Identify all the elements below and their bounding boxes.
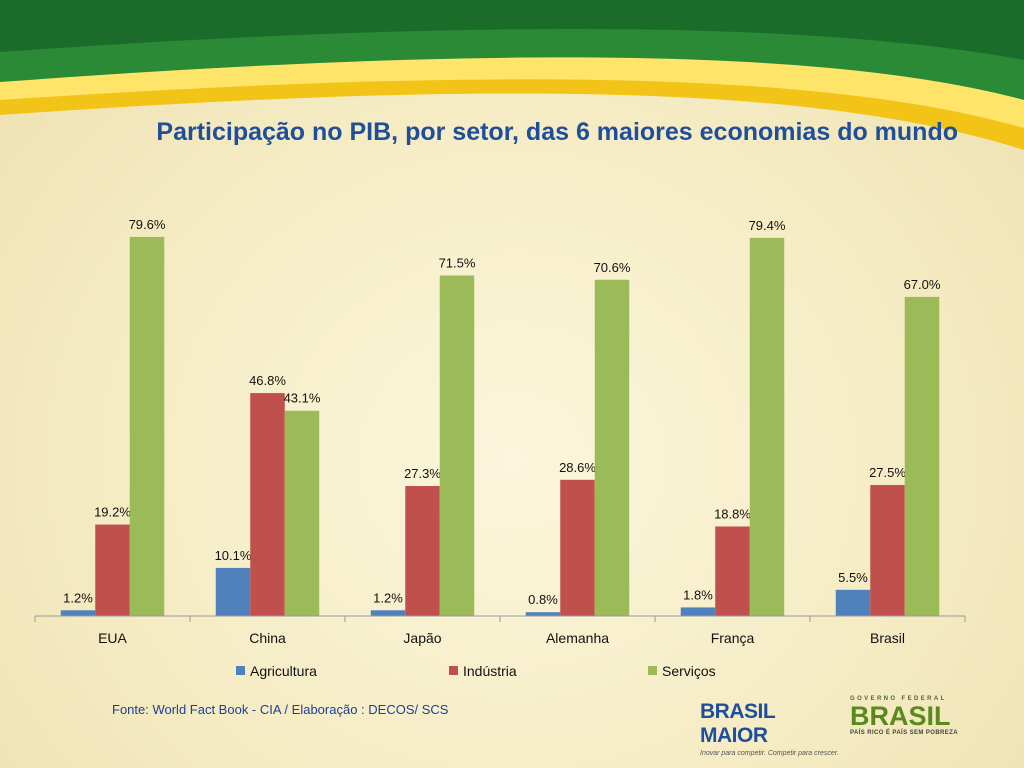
x-tick-label: China: [249, 630, 286, 646]
x-tick-label: Japão: [403, 630, 441, 646]
bar-eua-agricultura: [60, 610, 96, 616]
data-label: 46.8%: [249, 373, 286, 388]
data-label: 10.1%: [215, 548, 252, 563]
data-label: 1.2%: [373, 590, 403, 605]
bar-alemanha-agricultura: [525, 612, 561, 616]
bar-brasil-indústria: [870, 485, 905, 616]
data-label: 19.2%: [94, 505, 131, 520]
brasil-maior-wordmark: BRASIL MAIOR: [700, 700, 775, 747]
source-note: Fonte: World Fact Book - CIA / Elaboraçã…: [112, 702, 449, 717]
legend-label: Agricultura: [250, 663, 317, 679]
bar-chart: 1.2% 19.2% 79.6% EUA 10.1% 46.8% 43.1% China 1.2…: [34, 217, 966, 679]
bar-frança-indústria: [715, 526, 750, 616]
bar-japão-agricultura: [370, 610, 406, 616]
bar-frança-serviços: [749, 237, 785, 617]
governo-federal-logo: GOVERNO FEDERAL BRASIL PAÍS RICO É PAÍS …: [850, 696, 968, 742]
data-label: 5.5%: [838, 570, 868, 585]
bar-frança-agricultura: [680, 607, 716, 616]
bar-alemanha-indústria: [560, 479, 595, 616]
legend-swatch-indústria: [449, 666, 458, 675]
data-label: 1.2%: [63, 590, 93, 605]
data-label: 27.3%: [404, 466, 441, 481]
bar-brasil-agricultura: [835, 589, 871, 616]
data-label: 79.4%: [749, 218, 786, 233]
bar-brasil-serviços: [904, 296, 940, 616]
bar-japão-serviços: [439, 275, 475, 616]
x-tick-label: França: [711, 630, 755, 646]
bar-japão-indústria: [405, 485, 440, 616]
data-label: 28.6%: [559, 460, 596, 475]
brasil-wordmark: BRASIL: [850, 701, 951, 731]
data-label: 1.8%: [683, 587, 713, 602]
brasil-slogan: PAÍS RICO É PAÍS SEM POBREZA: [850, 730, 958, 736]
x-tick-label: Brasil: [870, 630, 905, 646]
data-label: 27.5%: [869, 465, 906, 480]
brasil-maior-slogan: Inovar para competir. Competir para cres…: [700, 750, 839, 757]
governo-federal-label: GOVERNO FEDERAL: [850, 696, 947, 702]
x-tick-label: EUA: [98, 630, 127, 646]
data-label: 71.5%: [439, 255, 476, 270]
header-banner: [0, 0, 1024, 150]
data-label: 18.8%: [714, 506, 751, 521]
bar-china-agricultura: [215, 567, 251, 616]
x-tick-label: Alemanha: [546, 630, 609, 646]
page-title: Participação no PIB, por setor, das 6 ma…: [156, 118, 958, 146]
data-label: 67.0%: [904, 277, 941, 292]
data-label: 43.1%: [284, 391, 321, 406]
legend-swatch-serviços: [648, 666, 657, 675]
brasil-maior-logo: BRASIL MAIOR Inovar para competir. Compe…: [700, 700, 840, 757]
data-label: 0.8%: [528, 592, 558, 607]
data-label: 79.6%: [129, 217, 166, 232]
bar-eua-serviços: [129, 236, 165, 616]
legend-label: Indústria: [463, 663, 517, 679]
legend-swatch-agricultura: [236, 666, 245, 675]
bar-china-indústria: [250, 393, 285, 616]
legend-label: Serviços: [662, 663, 716, 679]
bar-china-serviços: [284, 410, 320, 616]
bar-eua-indústria: [95, 524, 130, 616]
bar-alemanha-serviços: [594, 279, 630, 616]
data-label: 70.6%: [594, 260, 631, 275]
